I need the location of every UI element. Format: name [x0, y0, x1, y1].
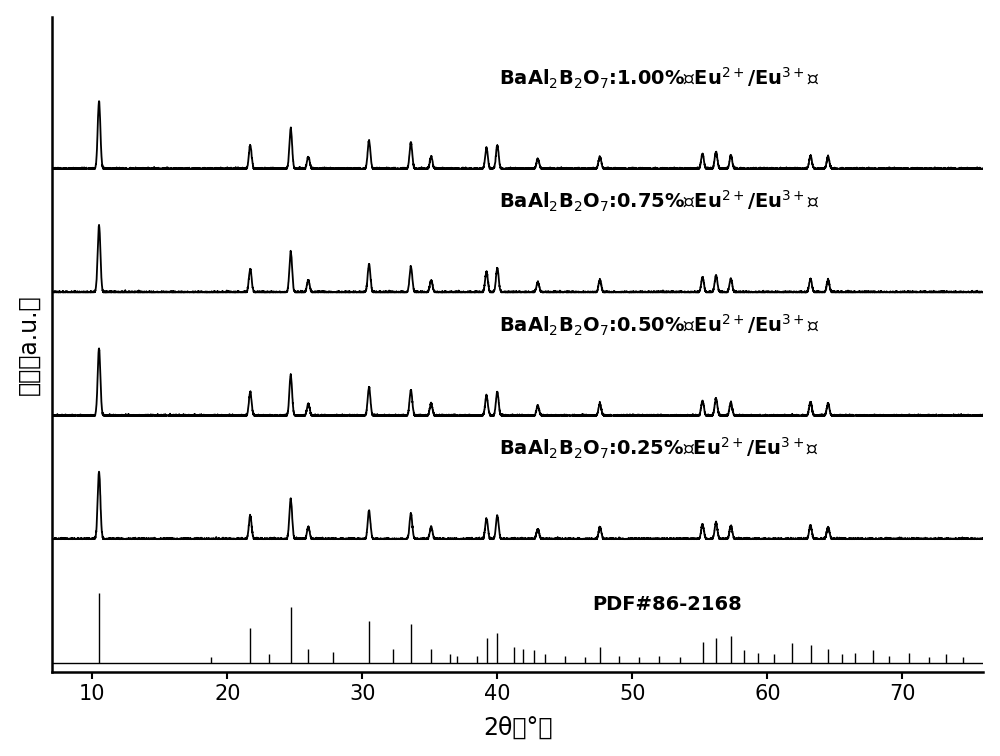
Text: BaAl$_2$B$_2$O$_7$:0.25%（Eu$^{2+}$/Eu$^{3+}$）: BaAl$_2$B$_2$O$_7$:0.25%（Eu$^{2+}$/Eu$^{… [499, 436, 819, 461]
Text: PDF#86-2168: PDF#86-2168 [592, 596, 742, 615]
Y-axis label: 强度（a.u.）: 强度（a.u.） [17, 294, 41, 395]
Text: BaAl$_2$B$_2$O$_7$:1.00%（Eu$^{2+}$/Eu$^{3+}$）: BaAl$_2$B$_2$O$_7$:1.00%（Eu$^{2+}$/Eu$^{… [499, 66, 820, 91]
Text: BaAl$_2$B$_2$O$_7$:0.75%（Eu$^{2+}$/Eu$^{3+}$）: BaAl$_2$B$_2$O$_7$:0.75%（Eu$^{2+}$/Eu$^{… [499, 189, 820, 215]
X-axis label: 2θ（°）: 2θ（°） [483, 715, 552, 739]
Text: BaAl$_2$B$_2$O$_7$:0.50%（Eu$^{2+}$/Eu$^{3+}$）: BaAl$_2$B$_2$O$_7$:0.50%（Eu$^{2+}$/Eu$^{… [499, 313, 820, 338]
